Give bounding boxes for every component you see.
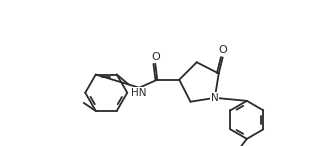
Text: O: O [151, 52, 160, 62]
Text: O: O [218, 45, 227, 55]
Text: HN: HN [131, 88, 146, 98]
Text: N: N [211, 93, 219, 103]
